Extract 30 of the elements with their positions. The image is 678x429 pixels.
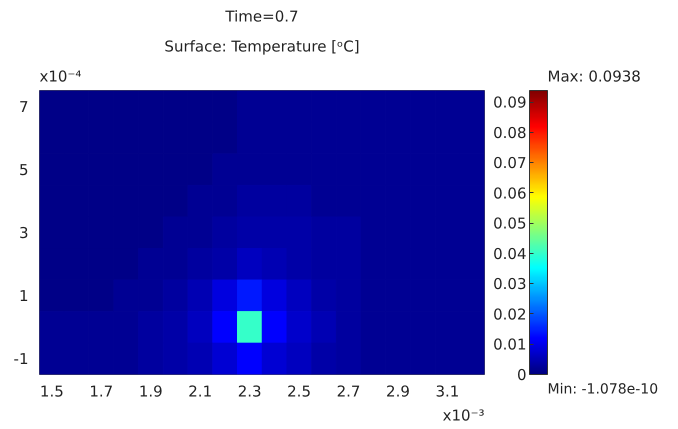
- x-tick-label: 2.1: [188, 382, 212, 400]
- color-bar-label: 0: [516, 366, 527, 384]
- text: Max: 0.0938: [548, 68, 641, 86]
- x-tick-label: 1.5: [40, 382, 64, 400]
- x-tick-label: 2.5: [287, 382, 312, 400]
- chart-subtitle: Surface: Temperature [ᵒC]: [164, 38, 360, 56]
- text: Min: -1.078e-10: [548, 382, 658, 398]
- text: x10⁻³: [442, 406, 485, 424]
- color-bar-label: 0.01: [493, 336, 527, 354]
- x-tick-label: 3.1: [435, 382, 460, 400]
- color-bar-label: 0.07: [493, 154, 527, 172]
- color-bar-label: 0.09: [493, 94, 527, 112]
- x-tick-label: 2.3: [238, 382, 262, 400]
- x-tick-label: 1.7: [89, 382, 114, 400]
- x-tick-label: 2.9: [386, 382, 410, 400]
- x-tick-label: 2.7: [336, 382, 360, 400]
- chart-title: Time=0.7: [224, 8, 299, 26]
- color-bar-label: 0.06: [493, 184, 527, 202]
- color-bar-label: 0.05: [493, 214, 527, 233]
- y-tick-label: 5: [18, 160, 29, 179]
- color-bar-label: 0.02: [493, 305, 527, 324]
- y-tick-label: 7: [18, 98, 29, 116]
- color-bar-label: 0.08: [493, 124, 527, 142]
- text: x10⁻⁴: [40, 68, 82, 86]
- color-bar-label: 0.04: [493, 244, 527, 263]
- color-bar-label: 0.03: [493, 275, 527, 294]
- x-tick-label: 1.9: [138, 382, 163, 400]
- y-tick-label: -1: [14, 350, 29, 368]
- y-tick-label: 1: [18, 287, 29, 306]
- y-tick-label: 3: [18, 224, 29, 242]
